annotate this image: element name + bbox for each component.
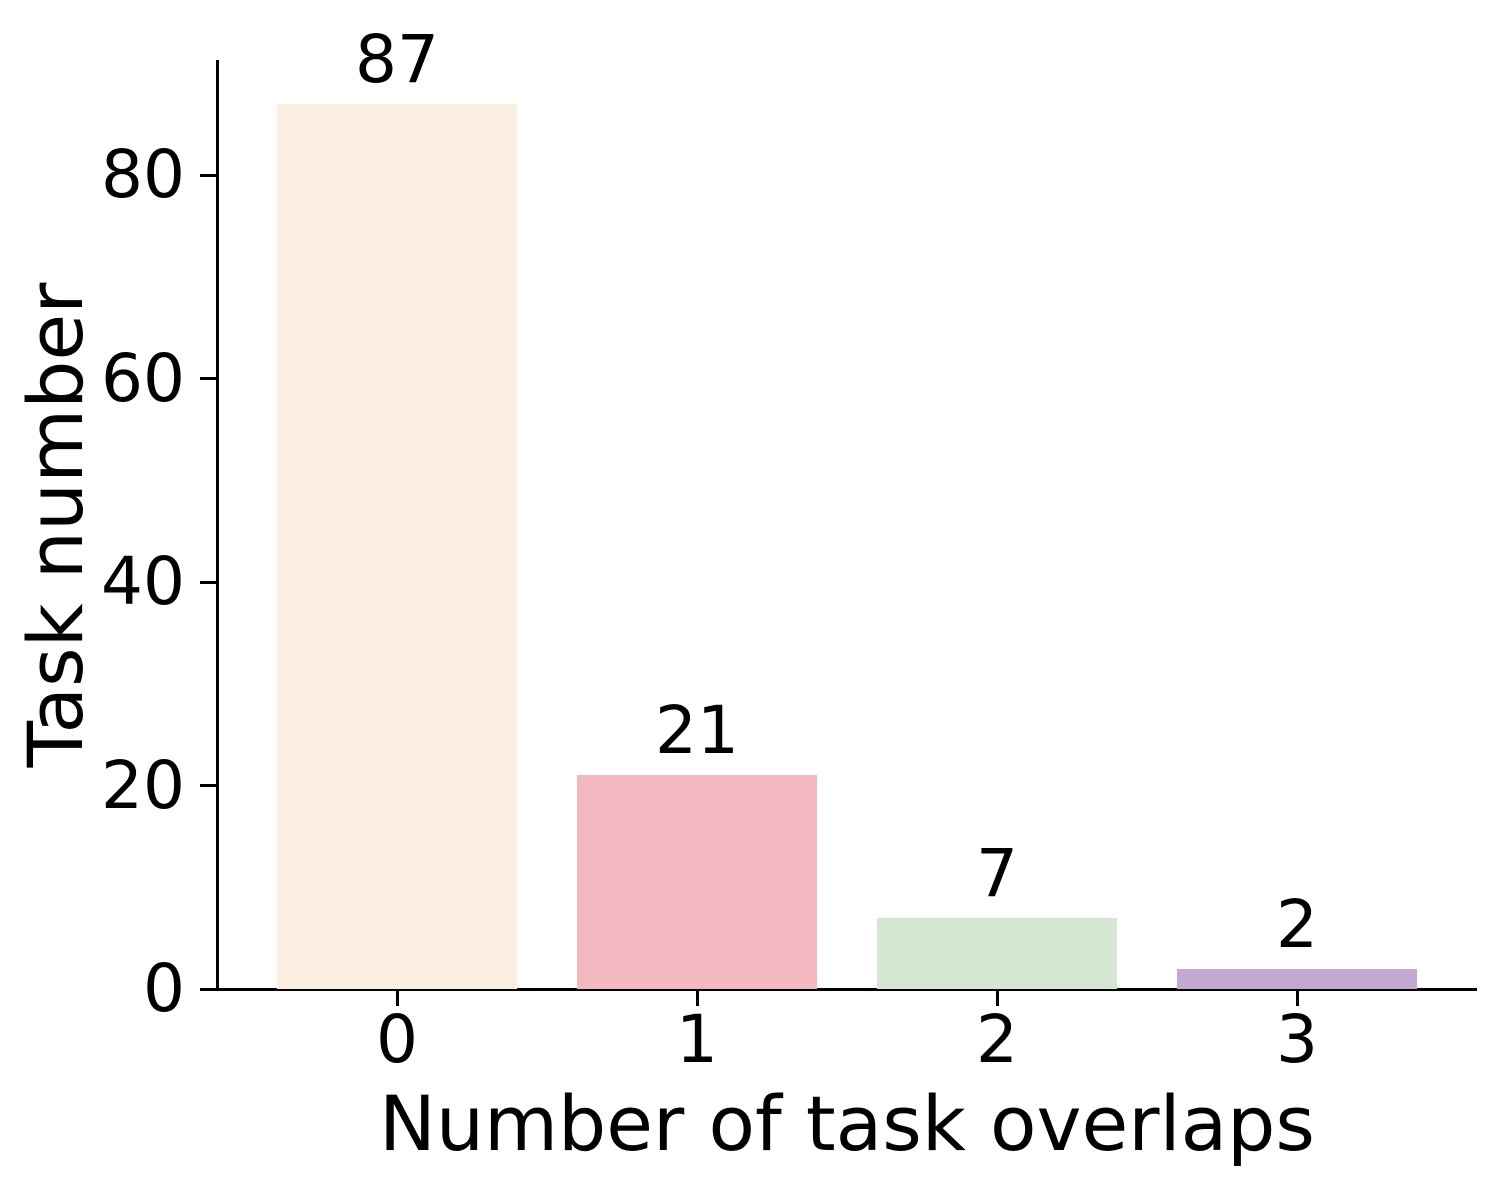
x-tick-label: 0 [376,1001,418,1078]
x-tick-label: 1 [676,1001,718,1078]
bar-value-label: 21 [655,692,739,770]
y-tick-mark [200,784,217,788]
bar-2-overlaps [877,917,1117,989]
x-tick-label: 2 [976,1001,1018,1078]
y-tick-mark [200,987,217,991]
x-tick-mark [695,989,699,1006]
y-tick-mark [200,377,217,381]
x-tick-mark [395,989,399,1006]
y-axis-spine [215,60,219,991]
x-tick-mark [995,989,999,1006]
bar-0-overlaps [277,104,517,989]
y-tick-label: 80 [101,136,185,214]
y-tick-mark [200,580,217,584]
bar-value-label: 7 [976,834,1018,912]
y-tick-mark [200,173,217,177]
bar-value-label: 87 [355,21,439,99]
y-tick-label: 40 [101,543,185,621]
y-tick-label: 20 [101,746,185,824]
y-tick-label: 60 [101,339,185,417]
plot-area: 87 0 21 1 7 2 2 3 0 20 40 60 80 [101,27,1477,1073]
x-axis-title: Number of task overlaps [378,1079,1315,1168]
y-tick-label: 0 [143,950,185,1027]
bar-value-label: 2 [1276,885,1318,963]
x-tick-label: 3 [1276,1001,1318,1078]
bar-1-overlaps [577,775,817,989]
x-axis-spine [214,987,1477,991]
bar-3-overlaps [1177,968,1417,989]
x-tick-mark [1295,989,1299,1006]
